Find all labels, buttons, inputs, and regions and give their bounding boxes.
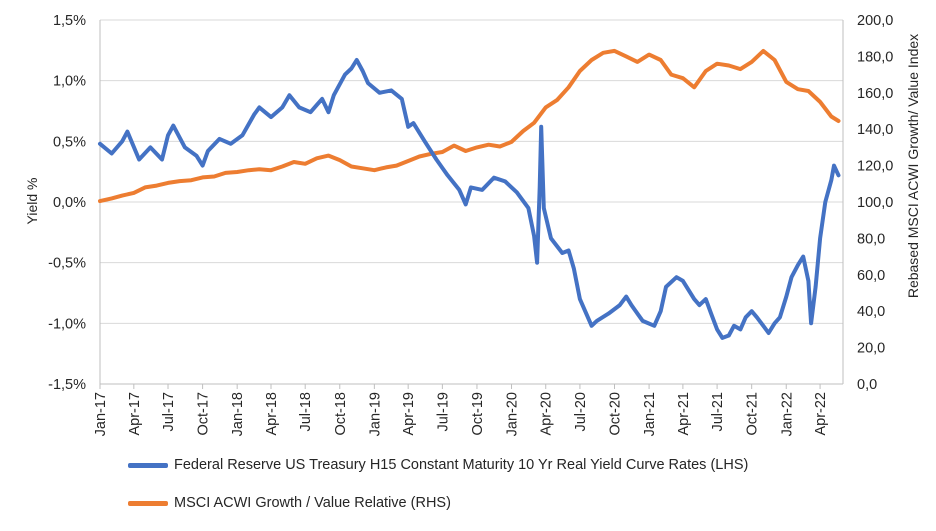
- x-tick-label: Jan-20: [505, 392, 521, 436]
- y2-tick-label: 180,0: [857, 49, 893, 65]
- x-tick-label: Apr-20: [539, 392, 555, 436]
- x-tick-label: Jan-22: [779, 392, 795, 436]
- x-tick-label: Apr-22: [813, 392, 829, 436]
- x-tick-label: Jan-21: [642, 392, 658, 436]
- y2-tick-label: 120,0: [857, 159, 893, 175]
- x-tick-label: Oct-20: [608, 392, 624, 436]
- x-tick-label: Oct-19: [470, 392, 486, 436]
- legend-swatch-real-yield: [128, 462, 168, 468]
- y-tick-label: -1,5%: [48, 377, 86, 393]
- legend: Federal Reserve US Treasury H15 Constant…: [128, 455, 748, 531]
- x-tick-label: Apr-17: [127, 392, 143, 436]
- x-tick-label: Apr-18: [264, 392, 280, 436]
- x-tick-label: Apr-21: [676, 392, 692, 436]
- x-tick-label: Oct-17: [196, 392, 212, 436]
- x-tick-label: Jan-19: [367, 392, 383, 436]
- x-tick-label: Apr-19: [401, 392, 417, 436]
- legend-swatch-growth-value: [128, 500, 168, 506]
- y-tick-label: -1,0%: [48, 316, 86, 332]
- y-tick-label: 1,5%: [53, 13, 86, 29]
- y2-tick-label: 140,0: [857, 122, 893, 138]
- y2-tick-label: 160,0: [857, 86, 893, 102]
- x-tick-label: Jul-18: [298, 392, 314, 432]
- x-axis-ticks: Jan-17 Apr-17 Jul-17 Oct-17 Jan-18 Apr-18 Jul-…: [93, 384, 829, 436]
- left-axis-ticks: 1,5% 1,0% 0,5% 0,0% -0,5% -1,0% -1,5%: [48, 13, 86, 393]
- y2-axis-title: Rebased MSCI ACWI Growth/ Value Index: [905, 34, 921, 298]
- x-tick-label: Jan-17: [93, 392, 109, 436]
- line-chart: 1,5% 1,0% 0,5% 0,0% -0,5% -1,0% -1,5% 200,0 180…: [24, 13, 921, 436]
- series-line-real-yield: [98, 58, 841, 340]
- x-tick-label: Oct-21: [745, 392, 761, 436]
- y-tick-label: 1,0%: [53, 74, 86, 90]
- y2-tick-label: 100,0: [857, 195, 893, 211]
- y2-tick-label: 60,0: [857, 268, 885, 284]
- series-line-growth-value: [98, 48, 841, 204]
- legend-label-real-yield: Federal Reserve US Treasury H15 Constant…: [174, 457, 749, 473]
- y2-tick-label: 200,0: [857, 13, 893, 29]
- y2-tick-label: 80,0: [857, 231, 885, 247]
- x-tick-label: Jul-21: [710, 392, 726, 432]
- legend-item-growth-value: MSCI ACWI Growth / Value Relative (RHS): [128, 493, 748, 513]
- y2-tick-label: 40,0: [857, 304, 885, 320]
- x-tick-label: Jan-18: [230, 392, 246, 436]
- y-tick-label: 0,0%: [53, 195, 86, 211]
- x-tick-label: Jul-17: [161, 392, 177, 432]
- y-tick-label: 0,5%: [53, 134, 86, 150]
- x-tick-label: Oct-18: [333, 392, 349, 436]
- y2-tick-label: 20,0: [857, 341, 885, 357]
- y-axis-title: Yield %: [24, 178, 40, 225]
- y2-tick-label: 0,0: [857, 377, 877, 393]
- series-lines: [98, 48, 841, 340]
- x-tick-label: Jul-20: [573, 392, 589, 432]
- right-axis-ticks: 200,0 180,0 160,0 140,0 120,0 100,0 80,0 60,0 40…: [857, 13, 893, 393]
- legend-item-real-yield: Federal Reserve US Treasury H15 Constant…: [128, 455, 748, 475]
- legend-label-growth-value: MSCI ACWI Growth / Value Relative (RHS): [174, 495, 451, 511]
- x-tick-label: Jul-19: [435, 392, 451, 432]
- y-tick-label: -0,5%: [48, 256, 86, 272]
